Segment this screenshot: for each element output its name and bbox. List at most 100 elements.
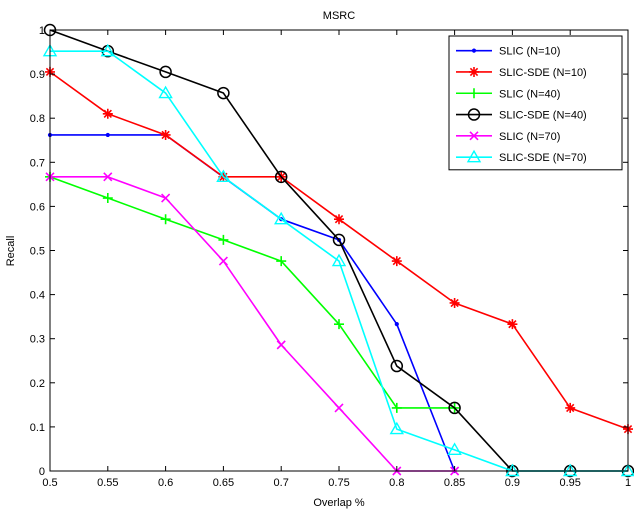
data-point: [562, 463, 578, 477]
data-point: [273, 211, 289, 225]
series-line: [50, 176, 455, 472]
marker-plus: [102, 193, 113, 204]
y-tick-label: 0.7: [30, 157, 45, 169]
chart-title: MSRC: [323, 10, 355, 22]
data-point: [160, 214, 171, 225]
marker-triangle: [158, 85, 173, 99]
data-point: [218, 256, 228, 266]
marker-asterisk: [449, 297, 460, 308]
y-tick-label: 0.8: [30, 113, 45, 125]
legend-label: SLIC (N=40): [499, 88, 560, 100]
legend-entry: SLIC (N=40): [456, 88, 560, 100]
legend-entry: SLIC-SDE (N=40): [456, 108, 587, 122]
legend-label: SLIC (N=70): [499, 131, 560, 143]
marker-asterisk: [160, 129, 171, 140]
marker-triangle: [466, 149, 482, 163]
marker-plus: [160, 214, 171, 225]
marker-asterisk: [334, 214, 344, 225]
marker-triangle: [331, 253, 347, 267]
marker-x: [161, 193, 171, 203]
marker-triangle: [562, 463, 578, 477]
marker-plus: [334, 319, 344, 330]
marker-x: [334, 403, 344, 413]
x-tick-label: 0.6: [158, 477, 173, 489]
x-tick-label: 0.75: [328, 477, 349, 489]
data-point: [565, 402, 576, 413]
data-point: [391, 402, 402, 413]
marker-circle: [274, 170, 288, 184]
y-axis-title: Recall: [5, 236, 17, 267]
data-point: [217, 86, 230, 100]
marker-dot: [105, 132, 110, 138]
data-point: [334, 319, 344, 330]
marker-asterisk: [507, 319, 518, 330]
marker-asterisk: [391, 256, 402, 267]
marker-circle: [448, 401, 461, 415]
data-point: [218, 234, 229, 245]
legend-label: SLIC-SDE (N=10): [499, 67, 587, 79]
marker-x: [276, 340, 286, 350]
data-point: [161, 193, 171, 203]
y-tick-label: 0.2: [30, 378, 45, 390]
legend-entry: SLIC-SDE (N=70): [456, 149, 587, 164]
data-point: [332, 233, 346, 247]
legend-marker: [469, 88, 479, 99]
marker-plus: [391, 402, 402, 413]
marker-circle: [390, 359, 404, 373]
marker-x: [218, 256, 228, 266]
x-axis-title: Overlap %: [313, 497, 365, 509]
marker-asterisk: [469, 66, 479, 77]
y-tick-label: 0.4: [30, 290, 45, 302]
x-tick-label: 0.65: [213, 477, 234, 489]
data-point: [394, 322, 399, 327]
marker-triangle: [505, 463, 520, 477]
data-point: [448, 401, 461, 415]
series-layer: [42, 23, 634, 478]
data-point: [390, 359, 404, 373]
x-tick-label: 0.5: [42, 477, 57, 489]
data-point: [391, 256, 402, 267]
legend-label: SLIC-SDE (N=40): [499, 110, 587, 122]
data-point: [100, 43, 116, 57]
marker-asterisk: [102, 108, 113, 119]
data-point: [334, 403, 344, 413]
legend-marker: [469, 66, 479, 77]
marker-circle: [159, 65, 172, 79]
legend-label: SLIC (N=10): [499, 46, 560, 58]
data-point: [389, 421, 405, 435]
y-tick-label: 0.1: [30, 422, 45, 434]
x-tick-label: 0.7: [274, 477, 289, 489]
y-tick-label: 0.3: [30, 334, 45, 346]
data-point: [620, 463, 634, 477]
legend-entry: SLIC (N=10): [456, 46, 560, 58]
y-tick-label: 0.6: [30, 201, 45, 213]
data-point: [105, 132, 110, 138]
data-point: [216, 169, 231, 183]
data-point: [102, 108, 113, 119]
data-point: [505, 463, 520, 477]
marker-circle: [332, 233, 346, 247]
y-tick-label: 0: [39, 466, 45, 478]
axes-layer: 0.5 0.55 0.6 0.65 0.7 0.75 0.8 0.85 0.9 0.95 1 0 0.1…: [30, 25, 631, 489]
x-tick-label: 0.95: [559, 477, 580, 489]
marker-triangle: [389, 421, 405, 435]
data-point: [449, 297, 460, 308]
legend-label: SLIC-SDE (N=70): [499, 152, 587, 164]
data-point: [276, 340, 286, 350]
marker-dot: [394, 322, 399, 327]
data-point: [331, 253, 347, 267]
legend: SLIC (N=10) SLIC-SDE (N=10) SLIC (N=40) SLI…: [448, 35, 623, 171]
marker-triangle: [447, 442, 462, 456]
marker-triangle: [620, 463, 634, 477]
legend-box: [448, 35, 623, 171]
marker-circle: [217, 86, 230, 100]
marker-x: [469, 131, 479, 141]
y-tick-label: 1: [39, 25, 45, 37]
x-tick-label: 1: [625, 477, 631, 489]
data-point: [102, 193, 113, 204]
data-point: [274, 170, 288, 184]
marker-triangle: [216, 169, 231, 183]
legend-entry: SLIC-SDE (N=10): [456, 67, 587, 79]
data-point: [103, 172, 113, 182]
data-point: [160, 129, 171, 140]
